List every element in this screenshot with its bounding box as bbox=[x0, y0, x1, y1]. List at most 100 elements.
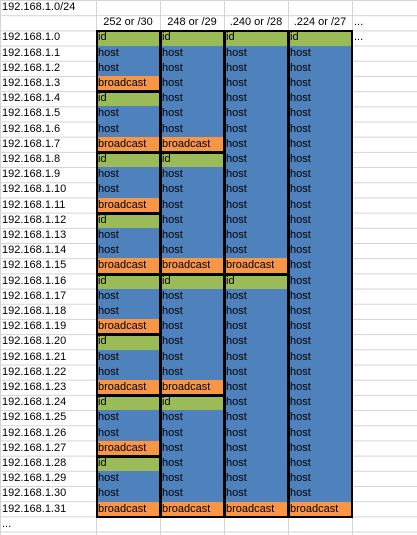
header-mask-28[interactable]: .240 or /28 bbox=[229, 16, 283, 29]
host-cell[interactable]: host bbox=[96, 243, 160, 259]
host-cell[interactable]: host bbox=[224, 45, 288, 61]
host-cell[interactable]: host bbox=[160, 349, 224, 365]
row-ellipsis[interactable]: ... bbox=[2, 517, 12, 530]
ip-address-cell[interactable]: 192.168.1.22 bbox=[2, 365, 67, 378]
host-cell[interactable]: host bbox=[160, 91, 224, 107]
id-cell[interactable]: id bbox=[96, 334, 160, 350]
host-cell[interactable]: host bbox=[160, 197, 224, 213]
host-cell[interactable]: host bbox=[288, 395, 352, 411]
host-cell[interactable]: host bbox=[96, 167, 160, 183]
host-cell[interactable]: host bbox=[224, 395, 288, 411]
host-cell[interactable]: host bbox=[96, 45, 160, 61]
broadcast-cell[interactable]: broadcast bbox=[96, 258, 160, 274]
broadcast-cell[interactable]: broadcast bbox=[288, 501, 352, 517]
host-cell[interactable]: host bbox=[160, 228, 224, 244]
broadcast-cell[interactable]: broadcast bbox=[160, 258, 224, 274]
ip-address-cell[interactable]: 192.168.1.0 bbox=[2, 31, 61, 44]
row-extra-ellipsis[interactable]: ... bbox=[354, 31, 364, 44]
ip-address-cell[interactable]: 192.168.1.11 bbox=[2, 198, 66, 211]
host-cell[interactable]: host bbox=[224, 380, 288, 396]
host-cell[interactable]: host bbox=[96, 486, 160, 502]
host-cell[interactable]: host bbox=[224, 167, 288, 183]
ip-address-cell[interactable]: 192.168.1.21 bbox=[2, 350, 67, 363]
host-cell[interactable]: host bbox=[160, 212, 224, 228]
host-cell[interactable]: host bbox=[96, 182, 160, 198]
id-cell[interactable]: id bbox=[96, 395, 160, 411]
ip-address-cell[interactable]: 192.168.1.17 bbox=[2, 289, 67, 302]
ip-address-cell[interactable]: 192.168.1.6 bbox=[2, 122, 61, 135]
host-cell[interactable]: host bbox=[224, 486, 288, 502]
host-cell[interactable]: host bbox=[224, 60, 288, 76]
host-cell[interactable]: host bbox=[96, 304, 160, 320]
host-cell[interactable]: host bbox=[224, 349, 288, 365]
broadcast-cell[interactable]: broadcast bbox=[96, 76, 160, 92]
host-cell[interactable]: host bbox=[224, 456, 288, 472]
ip-address-cell[interactable]: 192.168.1.13 bbox=[2, 229, 67, 241]
ip-address-cell[interactable]: 192.168.1.16 bbox=[2, 274, 67, 287]
host-cell[interactable]: host bbox=[224, 410, 288, 426]
host-cell[interactable]: host bbox=[160, 106, 224, 122]
host-cell[interactable]: host bbox=[288, 91, 352, 107]
network-title[interactable]: 192.168.1.0/24 bbox=[2, 1, 76, 13]
host-cell[interactable]: host bbox=[288, 136, 352, 152]
host-cell[interactable]: host bbox=[288, 258, 352, 274]
id-cell[interactable]: id bbox=[96, 212, 160, 228]
header-mask-27[interactable]: .224 or /27 bbox=[293, 16, 347, 29]
host-cell[interactable]: host bbox=[160, 364, 224, 380]
id-cell[interactable]: id bbox=[288, 30, 352, 46]
broadcast-cell[interactable]: broadcast bbox=[160, 380, 224, 396]
id-cell[interactable]: id bbox=[96, 91, 160, 107]
id-cell[interactable]: id bbox=[96, 456, 160, 472]
host-cell[interactable]: host bbox=[160, 456, 224, 472]
host-cell[interactable]: host bbox=[96, 228, 160, 244]
host-cell[interactable]: host bbox=[160, 471, 224, 487]
host-cell[interactable]: host bbox=[160, 304, 224, 320]
broadcast-cell[interactable]: broadcast bbox=[96, 136, 160, 152]
broadcast-cell[interactable]: broadcast bbox=[96, 319, 160, 335]
id-cell[interactable]: id bbox=[96, 152, 160, 168]
host-cell[interactable]: host bbox=[96, 349, 160, 365]
header-mask-30[interactable]: 252 or /30 bbox=[103, 16, 153, 29]
host-cell[interactable]: host bbox=[224, 91, 288, 107]
host-cell[interactable]: host bbox=[96, 425, 160, 441]
host-cell[interactable]: host bbox=[288, 319, 352, 335]
host-cell[interactable]: host bbox=[288, 212, 352, 228]
header-ellipsis[interactable]: ... bbox=[354, 16, 364, 29]
host-cell[interactable]: host bbox=[160, 167, 224, 183]
id-cell[interactable]: id bbox=[96, 30, 160, 46]
host-cell[interactable]: host bbox=[288, 440, 352, 456]
id-cell[interactable]: id bbox=[160, 30, 224, 46]
ip-address-cell[interactable]: 192.168.1.18 bbox=[2, 305, 67, 317]
id-cell[interactable]: id bbox=[160, 395, 224, 411]
host-cell[interactable]: host bbox=[288, 288, 352, 304]
host-cell[interactable]: host bbox=[160, 425, 224, 441]
id-cell[interactable]: id bbox=[96, 273, 160, 289]
host-cell[interactable]: host bbox=[224, 440, 288, 456]
host-cell[interactable]: host bbox=[160, 76, 224, 92]
ip-address-cell[interactable]: 192.168.1.10 bbox=[2, 183, 67, 196]
host-cell[interactable]: host bbox=[96, 121, 160, 137]
host-cell[interactable]: host bbox=[288, 471, 352, 487]
host-cell[interactable]: host bbox=[224, 288, 288, 304]
host-cell[interactable]: host bbox=[224, 334, 288, 350]
host-cell[interactable]: host bbox=[160, 288, 224, 304]
host-cell[interactable]: host bbox=[288, 334, 352, 350]
ip-address-cell[interactable]: 192.168.1.31 bbox=[2, 502, 67, 515]
broadcast-cell[interactable]: broadcast bbox=[160, 501, 224, 517]
ip-address-cell[interactable]: 192.168.1.19 bbox=[2, 320, 67, 333]
ip-address-cell[interactable]: 192.168.1.1 bbox=[2, 46, 61, 59]
id-cell[interactable]: id bbox=[224, 30, 288, 46]
host-cell[interactable]: host bbox=[96, 60, 160, 76]
broadcast-cell[interactable]: broadcast bbox=[160, 136, 224, 152]
host-cell[interactable]: host bbox=[224, 364, 288, 380]
ip-address-cell[interactable]: 192.168.1.7 bbox=[2, 137, 61, 150]
host-cell[interactable]: host bbox=[224, 197, 288, 213]
host-cell[interactable]: host bbox=[288, 349, 352, 365]
ip-address-cell[interactable]: 192.168.1.3 bbox=[2, 77, 61, 89]
host-cell[interactable]: host bbox=[160, 243, 224, 259]
host-cell[interactable]: host bbox=[224, 106, 288, 122]
header-mask-29[interactable]: 248 or /29 bbox=[167, 16, 217, 29]
host-cell[interactable]: host bbox=[288, 410, 352, 426]
host-cell[interactable]: host bbox=[160, 60, 224, 76]
ip-address-cell[interactable]: 192.168.1.8 bbox=[2, 153, 61, 165]
